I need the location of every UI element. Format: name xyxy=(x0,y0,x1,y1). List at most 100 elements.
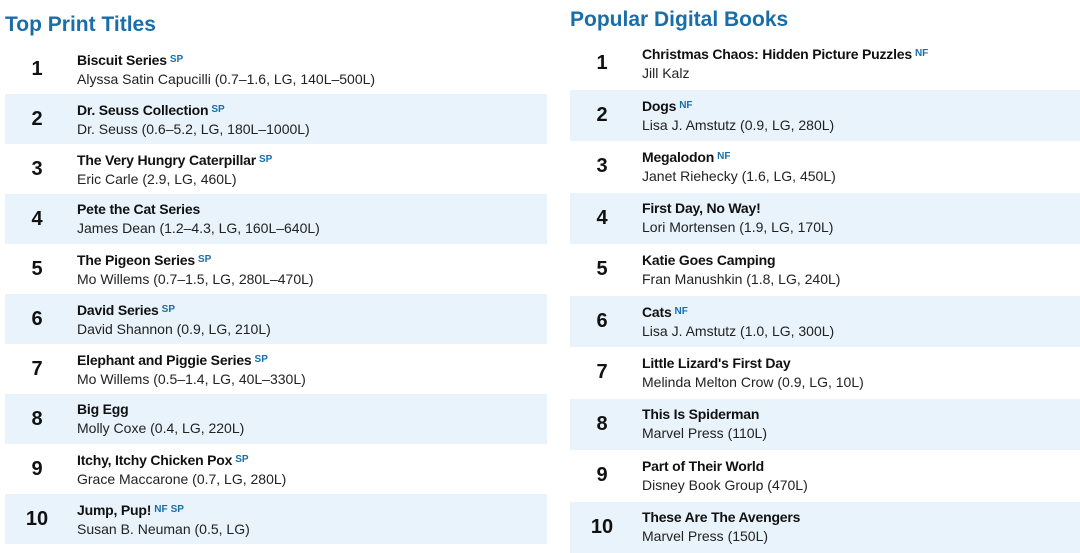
author-details: James Dean (1.2–4.3, LG, 160L–640L) xyxy=(77,219,320,238)
book-title[interactable]: Katie Goes Camping xyxy=(642,252,775,268)
book-info: First Day, No Way! Lori Mortensen (1.9, L… xyxy=(642,199,833,237)
format-tag: SP xyxy=(259,154,272,165)
book-title[interactable]: Little Lizard's First Day xyxy=(642,355,790,371)
book-title[interactable]: Megalodon xyxy=(642,149,714,165)
author-details: Lisa J. Amstutz (1.0, LG, 300L) xyxy=(642,322,834,341)
book-title[interactable]: Christmas Chaos: Hidden Picture Puzzles xyxy=(642,46,912,62)
popular-digital-books-panel: Popular Digital Books 1 Christmas Chaos: … xyxy=(570,7,1080,553)
book-title[interactable]: This Is Spiderman xyxy=(642,406,759,422)
book-title[interactable]: The Pigeon Series xyxy=(77,252,195,268)
rank-number: 2 xyxy=(570,104,634,127)
rank-number: 2 xyxy=(5,108,69,131)
format-tag: SP xyxy=(171,504,184,515)
book-row[interactable]: 8 This Is Spiderman Marvel Press (110L) xyxy=(570,399,1080,451)
rank-number: 9 xyxy=(570,464,634,487)
rank-number: 8 xyxy=(570,413,634,436)
book-title-line: Little Lizard's First Day xyxy=(642,354,864,373)
book-title-line: Pete the Cat Series xyxy=(77,200,320,219)
author-details: Marvel Press (110L) xyxy=(642,424,767,443)
author-details: Eric Carle (2.9, LG, 460L) xyxy=(77,170,272,189)
popular-digital-books-heading: Popular Digital Books xyxy=(570,7,1080,33)
book-title-line: This Is Spiderman xyxy=(642,405,767,424)
rank-number: 3 xyxy=(570,155,634,178)
book-title[interactable]: Cats xyxy=(642,304,672,320)
author-details: Dr. Seuss (0.6–5.2, LG, 180L–1000L) xyxy=(77,120,310,139)
book-title[interactable]: Pete the Cat Series xyxy=(77,201,200,217)
book-title-line: Jump, Pup!NF SP xyxy=(77,500,250,520)
author-details: Alyssa Satin Capucilli (0.7–1.6, LG, 140… xyxy=(77,70,375,89)
format-tag: NF xyxy=(915,48,928,59)
rank-number: 1 xyxy=(570,52,634,75)
format-tag: SP xyxy=(211,104,224,115)
format-tag: SP xyxy=(255,354,268,365)
rank-number: 1 xyxy=(5,58,69,81)
book-title[interactable]: Dogs xyxy=(642,98,676,114)
book-title[interactable]: First Day, No Way! xyxy=(642,200,761,216)
format-tag: NF xyxy=(675,306,688,317)
book-title[interactable]: Big Egg xyxy=(77,401,128,417)
author-details: Grace Maccarone (0.7, LG, 280L) xyxy=(77,470,286,489)
format-tag: NF xyxy=(717,151,730,162)
author-details: Mo Willems (0.7–1.5, LG, 280L–470L) xyxy=(77,270,314,289)
format-tag: SP xyxy=(235,454,248,465)
author-details: Jill Kalz xyxy=(642,64,928,83)
format-tag: SP xyxy=(162,304,175,315)
book-title[interactable]: The Very Hungry Caterpillar xyxy=(77,152,256,168)
book-title[interactable]: Dr. Seuss Collection xyxy=(77,102,208,118)
format-tag: SP xyxy=(170,54,183,65)
rank-number: 4 xyxy=(5,208,69,231)
author-details: Mo Willems (0.5–1.4, LG, 40L–330L) xyxy=(77,370,306,389)
book-row[interactable]: 1 Christmas Chaos: Hidden Picture Puzzles… xyxy=(570,38,1080,90)
rank-number: 6 xyxy=(5,308,69,331)
book-title[interactable]: Itchy, Itchy Chicken Pox xyxy=(77,452,232,468)
rank-number: 10 xyxy=(570,516,634,539)
book-row[interactable]: 4 Pete the Cat Series James Dean (1.2–4.3,… xyxy=(5,194,547,244)
format-tag: NF xyxy=(679,100,692,111)
book-title[interactable]: Part of Their World xyxy=(642,458,764,474)
author-details: Melinda Melton Crow (0.9, LG, 10L) xyxy=(642,373,864,392)
format-tag: NF xyxy=(154,504,167,515)
book-title-line: Big Egg xyxy=(77,400,244,419)
book-info: Pete the Cat Series James Dean (1.2–4.3, … xyxy=(77,200,320,238)
book-title[interactable]: Jump, Pup! xyxy=(77,502,151,518)
author-details: Lori Mortensen (1.9, LG, 170L) xyxy=(642,218,833,237)
book-title[interactable]: Biscuit Series xyxy=(77,52,167,68)
book-title[interactable]: David Series xyxy=(77,302,159,318)
rank-number: 6 xyxy=(570,310,634,333)
book-title[interactable]: Elephant and Piggie Series xyxy=(77,352,252,368)
book-title[interactable]: These Are The Avengers xyxy=(642,509,800,525)
